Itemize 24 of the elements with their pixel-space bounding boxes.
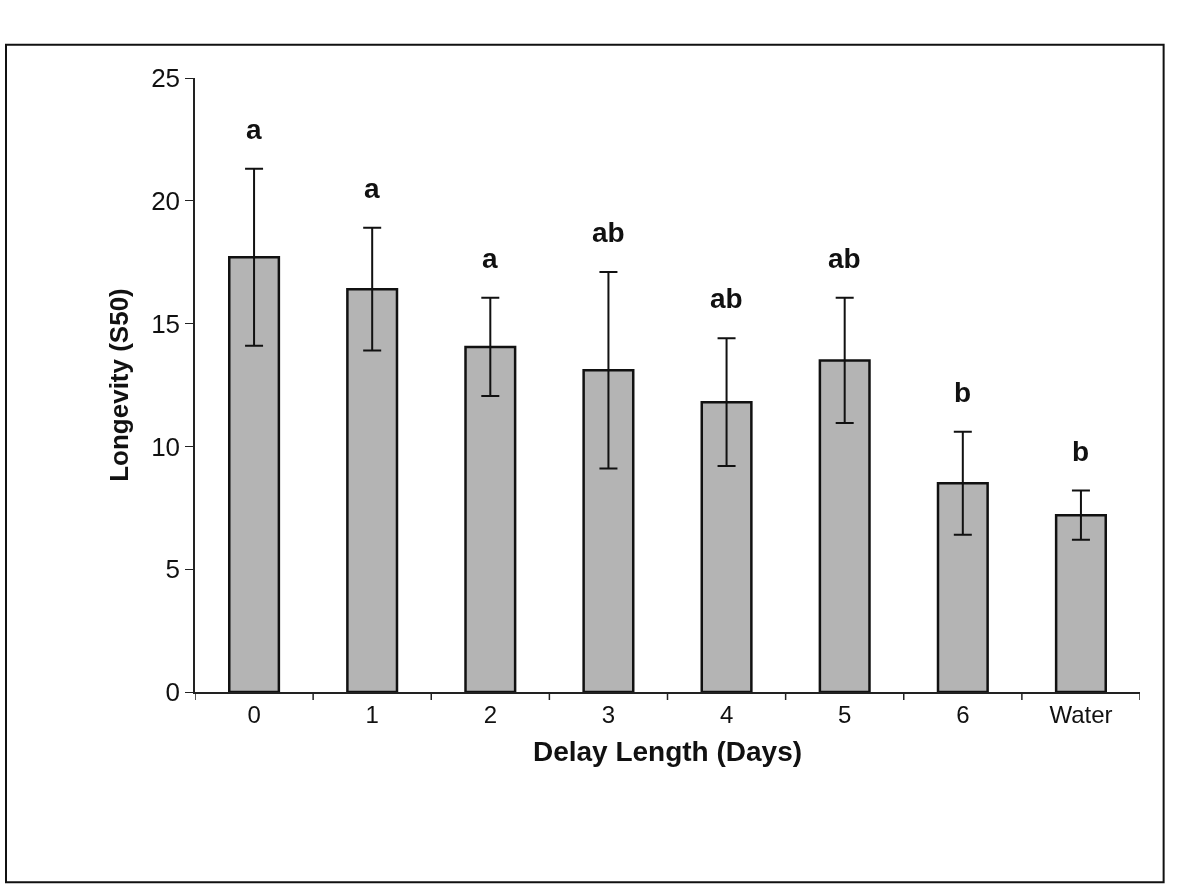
x-tick-label: Water bbox=[1049, 700, 1113, 728]
x-axis-title: Delay Length (Days) bbox=[532, 736, 803, 768]
x-tick-label: 3 bbox=[601, 700, 616, 728]
annotation: ab bbox=[592, 217, 625, 248]
y-tick-label: 5 bbox=[165, 554, 181, 585]
annotation: b bbox=[954, 377, 972, 408]
x-tick-label: 4 bbox=[719, 700, 734, 728]
x-tick-label: 2 bbox=[483, 700, 497, 728]
y-tick-label: 25 bbox=[151, 63, 181, 94]
x-tick-label: 1 bbox=[365, 700, 379, 728]
annotation: b bbox=[1072, 436, 1090, 467]
annotation: a bbox=[364, 173, 380, 204]
y-tick-label: 10 bbox=[151, 431, 181, 462]
x-tick-label: 0 bbox=[247, 700, 261, 728]
annotation: a bbox=[246, 114, 262, 145]
annotation: a bbox=[482, 243, 498, 274]
y-axis-title: Longevity (S50) bbox=[104, 288, 135, 482]
annotation: ab bbox=[828, 243, 861, 274]
x-tick-label: 6 bbox=[956, 700, 970, 728]
annotation: ab bbox=[710, 283, 743, 314]
x-tick-label: 5 bbox=[838, 700, 852, 728]
y-tick-label: 20 bbox=[151, 185, 181, 216]
y-tick-label: 0 bbox=[165, 677, 181, 708]
y-tick-label: 15 bbox=[151, 308, 181, 339]
